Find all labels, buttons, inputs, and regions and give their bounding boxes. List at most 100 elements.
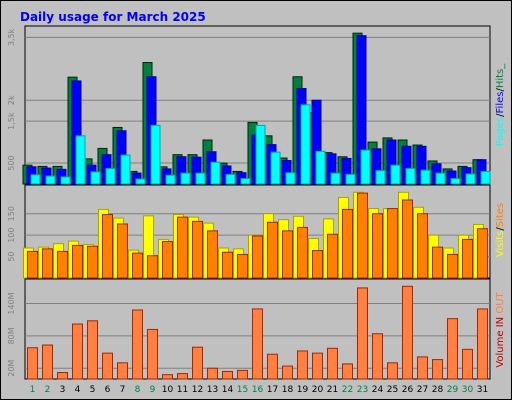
y-tick-label: 150: [7, 206, 16, 221]
bar-sites-day-14: [222, 251, 233, 279]
legend-top: Pages/Files/Hits_: [495, 63, 506, 147]
bar-sites-day-17: [267, 221, 278, 279]
bar-out-day-17: [267, 353, 278, 380]
x-tick-label-day-25: 25: [387, 385, 398, 395]
legend-entry: Hits: [495, 69, 506, 88]
bar-pages-day-25: [390, 164, 401, 185]
bar-out-day-9: [147, 328, 158, 380]
bar-sites-day-27: [417, 213, 428, 279]
bar-pages-day-13: [210, 161, 221, 185]
panel-top: 500 1,5k 2k 3,5k: [7, 25, 491, 185]
bar-pages-day-8: [135, 178, 146, 185]
bar-out-day-3: [57, 372, 68, 380]
bar-sites-day-15: [237, 253, 248, 279]
x-tick-label-day-16: 16: [252, 385, 264, 395]
bar-sites-day-6: [102, 214, 113, 279]
bar-pages-day-5: [90, 171, 101, 185]
x-tick-label-day-24: 24: [372, 385, 384, 395]
bar-out-day-26: [402, 285, 413, 380]
x-tick-label-day-3: 3: [60, 385, 66, 395]
bar-sites-day-10: [162, 241, 173, 279]
bar-out-day-30: [462, 348, 473, 380]
chart-panels: 500 1,5k 2k 3,5k 50 100 150 20M 80M 140M: [7, 25, 491, 380]
y-tick-label: 80M: [7, 327, 16, 344]
y-tick-label: 100: [7, 228, 16, 243]
bar-sites-day-22: [342, 208, 353, 279]
bar-pages-day-21: [330, 172, 341, 185]
bar-out-day-27: [417, 356, 428, 380]
bar-sites-day-28: [432, 246, 443, 279]
bar-pages-day-1: [30, 174, 41, 185]
bar-pages-day-9: [150, 124, 161, 185]
series-pages: [30, 104, 491, 185]
x-tick-label-day-18: 18: [282, 385, 294, 395]
x-tick-label-day-30: 30: [462, 385, 474, 395]
bar-pages-day-16: [255, 124, 266, 185]
bar-pages-day-17: [270, 151, 281, 185]
bar-out-day-24: [372, 333, 383, 380]
bar-sites-day-8: [132, 252, 143, 279]
bar-out-day-2: [42, 344, 53, 380]
bar-pages-day-12: [195, 172, 206, 185]
bar-pages-day-24: [375, 170, 386, 185]
bar-out-day-28: [432, 359, 443, 380]
bar-sites-day-20: [312, 250, 323, 279]
panel-middle: 50 100 150: [7, 184, 491, 279]
bar-pages-day-3: [60, 176, 71, 185]
x-axis-labels: 1 2 3 4 5 6 7 8 9 10 11 12 13 14 15 16 17 18 19 20 21 22 23 24 2…: [30, 385, 489, 395]
bar-out-day-1: [27, 347, 38, 380]
x-tick-label-day-6: 6: [105, 385, 111, 395]
bar-sites-day-7: [117, 223, 128, 279]
y-tick-label: 500: [7, 155, 16, 170]
bar-out-day-14: [222, 370, 233, 380]
bar-out-day-22: [342, 363, 353, 380]
legend-entry: Visits: [495, 231, 506, 258]
x-tick-label-day-10: 10: [162, 385, 174, 395]
bar-pages-day-26: [405, 168, 416, 185]
x-tick-label-day-7: 7: [120, 385, 126, 395]
x-tick-label-day-5: 5: [90, 385, 96, 395]
y-tick-label: 20M: [7, 360, 16, 377]
bar-sites-day-11: [177, 216, 188, 279]
y-tick-label: 1,5k: [7, 112, 16, 130]
bar-pages-day-15: [240, 178, 251, 185]
x-tick-label-day-9: 9: [150, 385, 156, 395]
chart-title: Daily usage for March 2025: [20, 10, 206, 24]
bar-sites-day-4: [72, 244, 83, 279]
bar-sites-day-21: [327, 233, 338, 279]
bar-pages-day-20: [315, 150, 326, 185]
bar-sites-day-31: [477, 228, 488, 279]
bar-out-day-16: [252, 308, 263, 380]
bar-sites-day-19: [297, 226, 308, 279]
x-tick-label-day-12: 12: [192, 385, 203, 395]
y-tick-label: 50: [7, 251, 16, 261]
bar-out-day-31: [477, 308, 488, 380]
bar-pages-day-11: [180, 172, 191, 185]
bar-sites-day-23: [357, 192, 368, 279]
bar-out-day-25: [387, 362, 398, 380]
x-tick-label-day-1: 1: [30, 385, 36, 395]
legend-entry: Files: [495, 92, 506, 114]
bar-pages-day-30: [465, 173, 476, 185]
x-tick-label-day-23: 23: [357, 385, 368, 395]
legend-entry: IN: [495, 317, 506, 327]
bar-sites-day-3: [57, 250, 68, 279]
bar-sites-day-25: [387, 208, 398, 279]
bar-out-day-8: [132, 309, 143, 380]
bar-out-day-12: [192, 346, 203, 380]
x-tick-label-day-20: 20: [312, 385, 324, 395]
bar-sites-day-26: [402, 199, 413, 279]
bar-pages-day-29: [450, 178, 461, 185]
y-tick-label: 2k: [7, 95, 16, 105]
bar-sites-day-13: [207, 230, 218, 279]
bar-sites-day-29: [447, 253, 458, 279]
x-tick-label-day-13: 13: [207, 385, 218, 395]
bar-out-day-5: [87, 320, 98, 380]
bar-sites-day-24: [372, 213, 383, 279]
bar-pages-day-23: [360, 149, 371, 185]
series-sites: [27, 192, 488, 279]
series-out: [27, 285, 488, 380]
bar-sites-day-9: [147, 255, 158, 279]
